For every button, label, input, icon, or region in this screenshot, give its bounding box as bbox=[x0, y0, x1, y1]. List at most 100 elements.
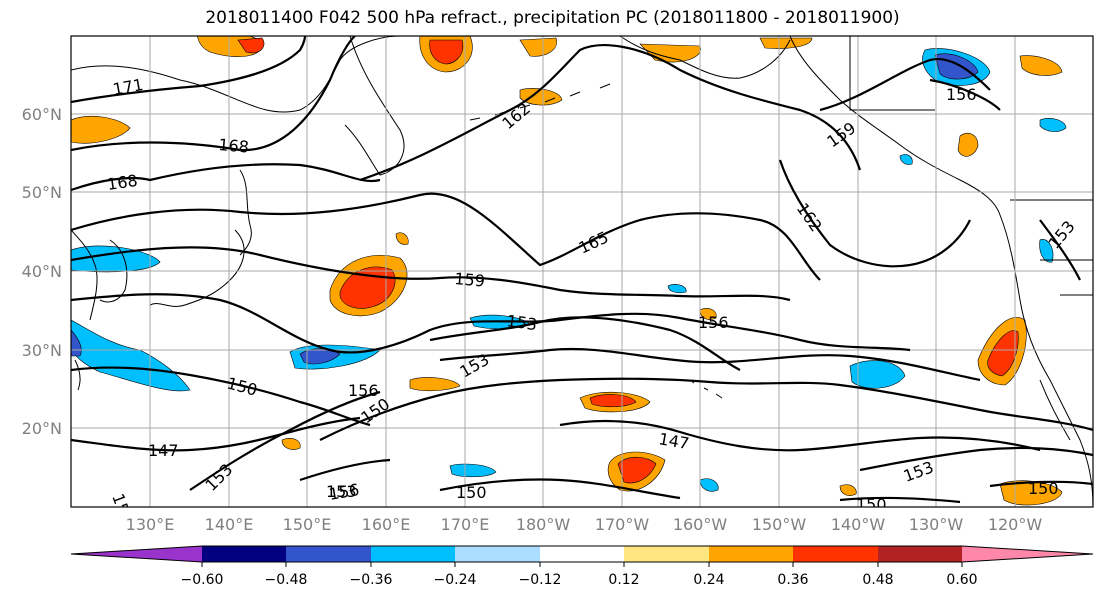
colorbar-segment bbox=[878, 546, 962, 562]
coast-korea bbox=[99, 239, 128, 303]
contour-label: 15 bbox=[108, 491, 133, 517]
colorbar: −0.60 −0.48 −0.36 −0.24 −0.12 0.12 0.24 … bbox=[70, 545, 1094, 588]
lon-label: 150°W bbox=[752, 515, 807, 534]
contour-label: 156 bbox=[946, 85, 977, 104]
lon-label: 160°E bbox=[362, 515, 411, 534]
contour-label: 156 bbox=[698, 313, 729, 332]
colorbar-tick-label: 0.12 bbox=[608, 572, 639, 588]
patch-pacific-mid-core bbox=[589, 394, 637, 408]
contour-168-a bbox=[71, 36, 356, 152]
patch-small-4 bbox=[395, 232, 409, 245]
patch-small-2 bbox=[839, 484, 857, 496]
coast-baja bbox=[1039, 379, 1071, 441]
colorbar-segment bbox=[962, 546, 1093, 562]
colorbar-segments bbox=[70, 545, 1094, 563]
patch-hawaii-blue-2 bbox=[449, 463, 497, 478]
contour-label: 159 bbox=[454, 269, 486, 291]
longitude-axis: 130°E 140°E 150°E 160°E 170°E 180°W 170°… bbox=[126, 515, 1043, 534]
patch-small-1 bbox=[699, 308, 717, 320]
colorbar-tick-label: 0.36 bbox=[777, 572, 808, 588]
patch-hawaii-south-core bbox=[617, 456, 657, 484]
contour-label: 153 bbox=[505, 311, 538, 334]
colorbar-tick-label: −0.24 bbox=[434, 572, 477, 588]
lat-label: 60°N bbox=[22, 105, 62, 124]
patch-marianas bbox=[409, 377, 461, 392]
colorbar-segment bbox=[286, 546, 371, 562]
border-canada-us bbox=[1010, 199, 1093, 296]
lat-label: 40°N bbox=[22, 262, 62, 281]
lon-label: 140°E bbox=[205, 515, 254, 534]
patch-bering-1 bbox=[519, 37, 557, 57]
lon-label: 150°E bbox=[283, 515, 332, 534]
contour-168-b bbox=[71, 163, 381, 192]
contour-171 bbox=[71, 36, 307, 104]
contour-147-b bbox=[559, 419, 1041, 452]
patch-west-pacific-1 bbox=[71, 115, 131, 144]
contour-153-east bbox=[859, 446, 1093, 472]
patch-hawaii-blue bbox=[849, 360, 906, 389]
patch-canada-blue-2 bbox=[1039, 239, 1054, 263]
coast-china bbox=[71, 229, 98, 321]
coast-japan bbox=[149, 229, 245, 307]
contour-159-north bbox=[819, 57, 991, 112]
lon-label: 170°W bbox=[595, 515, 650, 534]
colorbar-ticks: −0.60 −0.48 −0.36 −0.24 −0.12 0.12 0.24 … bbox=[181, 562, 978, 588]
contour-150-b bbox=[319, 377, 1093, 441]
contour-label: 168 bbox=[218, 135, 250, 157]
lon-label: 180°W bbox=[516, 515, 571, 534]
contour-165 bbox=[71, 192, 821, 281]
colorbar-tick-label: −0.12 bbox=[519, 572, 562, 588]
colorbar-tick-label: −0.60 bbox=[181, 572, 224, 588]
colorbar-segment bbox=[455, 546, 540, 562]
colorbar-tick-label: 0.48 bbox=[862, 572, 893, 588]
patch-small-3 bbox=[281, 438, 301, 450]
lon-label: 130°W bbox=[909, 515, 964, 534]
colorbar-tick-label: −0.48 bbox=[265, 572, 308, 588]
refractivity-contours bbox=[71, 36, 1093, 504]
colorbar-tick-label: 0.60 bbox=[946, 572, 977, 588]
patch-small-blue-2 bbox=[699, 478, 719, 492]
patch-philippines-core bbox=[299, 348, 341, 365]
contour-150-south bbox=[439, 478, 681, 500]
contour-156-a bbox=[71, 293, 911, 354]
patch-small-blue-1 bbox=[667, 284, 687, 294]
lon-label: 140°W bbox=[831, 515, 886, 534]
patch-canada-1 bbox=[1019, 55, 1063, 76]
lat-label: 50°N bbox=[22, 183, 62, 202]
colorbar-tick-label: 0.24 bbox=[693, 572, 724, 588]
colorbar-tick-label: −0.36 bbox=[350, 572, 393, 588]
lon-label: 120°W bbox=[988, 515, 1043, 534]
coast-alaska-west bbox=[619, 36, 791, 79]
contour-150-far-east bbox=[989, 480, 1093, 488]
colorbar-segment bbox=[371, 546, 455, 562]
lon-label: 160°W bbox=[673, 515, 728, 534]
contour-150-a bbox=[71, 366, 371, 427]
lat-label: 20°N bbox=[22, 419, 62, 438]
contour-159 bbox=[71, 246, 791, 302]
colorbar-segment bbox=[540, 546, 624, 562]
patch-west-blue-2 bbox=[71, 319, 191, 392]
coast-alaska bbox=[789, 36, 1001, 216]
contour-153-sw bbox=[189, 390, 381, 491]
latitude-axis: 60°N 50°N 40°N 30°N 20°N bbox=[22, 105, 62, 438]
contour-150-se bbox=[839, 496, 961, 504]
contour-162-north bbox=[359, 44, 862, 182]
contour-label: 150 bbox=[1028, 479, 1059, 498]
colorbar-segment bbox=[624, 546, 709, 562]
contour-156-sw bbox=[299, 458, 391, 482]
contour-label: 147 bbox=[148, 441, 179, 460]
contour-label: 168 bbox=[106, 171, 139, 194]
contour-147 bbox=[71, 416, 361, 452]
plot-frame bbox=[70, 35, 1094, 508]
border-alaska-canada bbox=[849, 36, 935, 111]
coast-sakhalin bbox=[239, 169, 252, 256]
patch-canada-blue bbox=[1039, 118, 1067, 132]
contour-156-north bbox=[929, 78, 1001, 111]
precip-negative-patches bbox=[71, 48, 1067, 492]
colorbar-segment bbox=[71, 546, 202, 562]
patch-bering-3 bbox=[759, 37, 813, 49]
contour-label: 150 bbox=[456, 483, 487, 502]
contour-153-b bbox=[439, 347, 981, 382]
contour-153-far-east bbox=[1039, 219, 1081, 281]
